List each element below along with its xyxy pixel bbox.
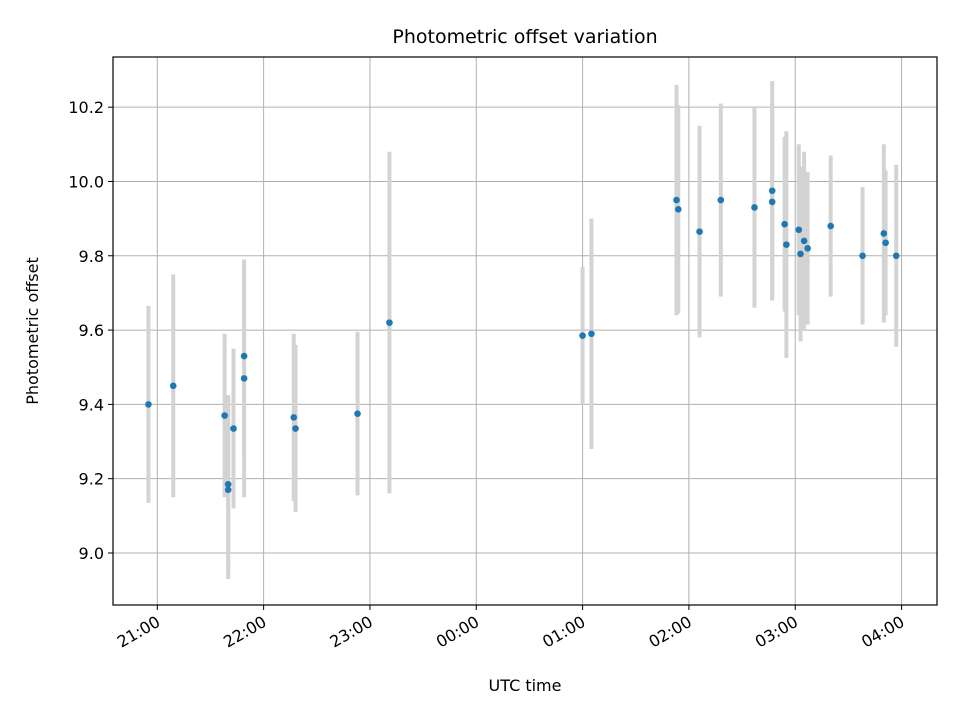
data-point bbox=[673, 196, 680, 204]
x-tick-label: 22:00 bbox=[220, 612, 269, 652]
data-point bbox=[588, 330, 595, 338]
data-point bbox=[354, 410, 361, 417]
x-axis: 21:00 22:00 23:00 00:00 01:00 02:00 03:00 04:00 bbox=[114, 605, 908, 652]
y-tick-label: 9.4 bbox=[79, 395, 104, 414]
data-point bbox=[696, 228, 703, 235]
y-tick-label: 10.0 bbox=[68, 172, 104, 191]
grid bbox=[113, 57, 937, 605]
data-point bbox=[674, 206, 682, 213]
data-point bbox=[386, 319, 393, 326]
data-point bbox=[240, 352, 248, 360]
x-axis-label: UTC time bbox=[489, 676, 562, 695]
data-point bbox=[224, 486, 232, 494]
y-axis: 9.0 9.2 9.4 9.6 9.8 10.0 10.2 bbox=[68, 98, 113, 563]
data-point bbox=[717, 196, 725, 204]
data-point bbox=[880, 230, 888, 237]
x-tick-label: 21:00 bbox=[114, 612, 163, 652]
x-tick-label: 00:00 bbox=[433, 612, 482, 652]
data-point bbox=[224, 480, 232, 488]
data-point bbox=[579, 332, 586, 339]
x-tick-label: 01:00 bbox=[539, 612, 588, 652]
data-point bbox=[751, 204, 758, 211]
data-point bbox=[800, 237, 808, 245]
x-tick-label: 04:00 bbox=[858, 612, 907, 652]
y-tick-label: 9.8 bbox=[79, 247, 104, 266]
data-point bbox=[882, 239, 889, 247]
data-point bbox=[827, 222, 834, 230]
data-point bbox=[221, 412, 228, 419]
markers bbox=[145, 187, 900, 494]
x-tick-label: 03:00 bbox=[752, 612, 801, 652]
y-tick-label: 9.0 bbox=[79, 544, 104, 563]
y-tick-label: 10.2 bbox=[68, 98, 104, 117]
data-point bbox=[240, 375, 248, 382]
y-tick-label: 9.6 bbox=[79, 321, 104, 340]
data-point bbox=[145, 401, 152, 408]
data-point bbox=[169, 382, 177, 390]
x-tick-label: 23:00 bbox=[327, 612, 376, 652]
data-point bbox=[781, 220, 788, 228]
data-point bbox=[804, 245, 811, 252]
chart-title: Photometric offset variation bbox=[392, 26, 657, 48]
data-point bbox=[768, 198, 776, 206]
data-point bbox=[290, 414, 298, 421]
data-point bbox=[783, 241, 790, 248]
data-point bbox=[892, 252, 900, 260]
data-point bbox=[859, 252, 866, 260]
data-point bbox=[230, 425, 237, 432]
x-tick-label: 02:00 bbox=[645, 612, 694, 652]
y-tick-label: 9.2 bbox=[79, 470, 104, 489]
data-point bbox=[795, 226, 803, 234]
data-point bbox=[292, 425, 299, 432]
y-axis-label: Photometric offset bbox=[23, 257, 42, 405]
data-point bbox=[768, 187, 776, 195]
data-point bbox=[797, 250, 804, 258]
plot-area-border bbox=[112, 56, 938, 606]
